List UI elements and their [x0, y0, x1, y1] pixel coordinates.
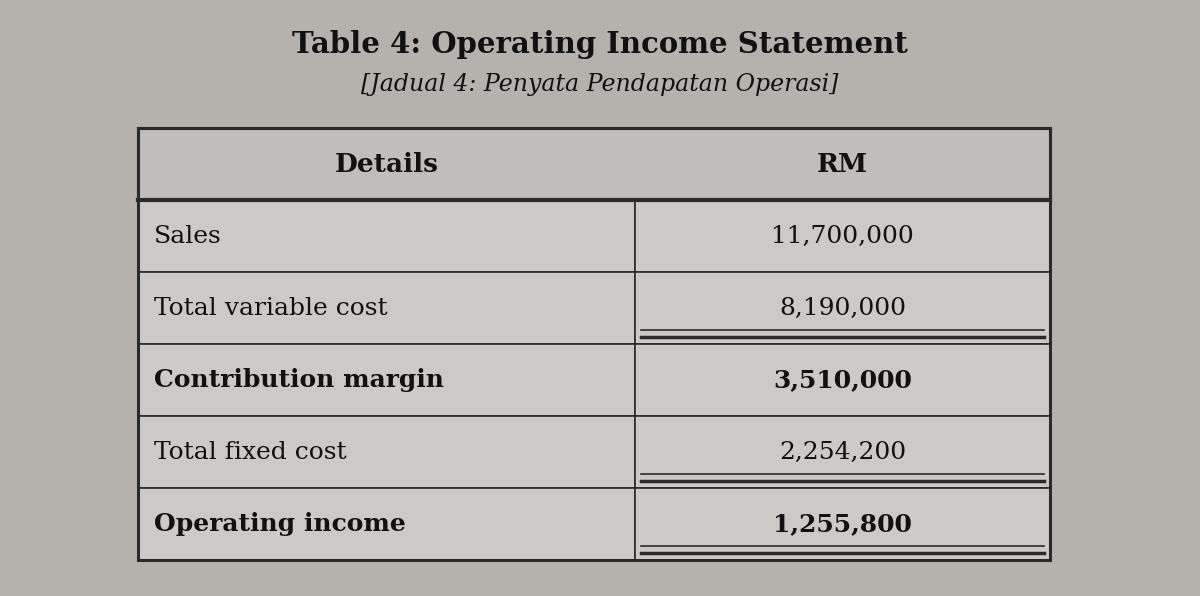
Text: Operating income: Operating income: [154, 512, 406, 536]
Text: Table 4: Operating Income Statement: Table 4: Operating Income Statement: [292, 30, 908, 59]
Text: 1,255,800: 1,255,800: [773, 512, 912, 536]
Text: RM: RM: [817, 151, 868, 176]
Text: Total variable cost: Total variable cost: [154, 297, 388, 319]
Text: Contribution margin: Contribution margin: [154, 368, 444, 392]
Text: 11,700,000: 11,700,000: [772, 225, 914, 248]
Text: 8,190,000: 8,190,000: [779, 297, 906, 319]
Text: Sales: Sales: [154, 225, 221, 248]
Text: [Jadual 4: Penyata Pendapatan Operasi]: [Jadual 4: Penyata Pendapatan Operasi]: [361, 73, 839, 96]
Text: 3,510,000: 3,510,000: [773, 368, 912, 392]
Text: 2,254,200: 2,254,200: [779, 440, 906, 464]
Text: Details: Details: [335, 151, 438, 176]
Text: Total fixed cost: Total fixed cost: [154, 440, 347, 464]
